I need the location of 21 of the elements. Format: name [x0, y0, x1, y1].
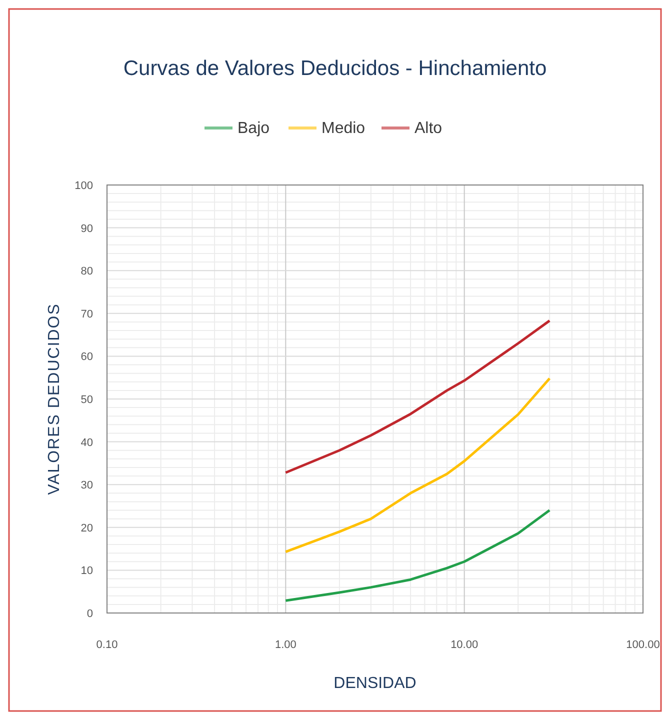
y-tick-label: 70: [80, 308, 93, 320]
x-tick-label: 1.00: [274, 639, 296, 651]
y-tick-label: 80: [80, 266, 93, 278]
legend-label: Medio: [322, 120, 366, 137]
y-tick-label: 20: [80, 522, 93, 534]
x-tick-label: 100.00: [626, 639, 660, 651]
x-axis-title: DENSIDAD: [334, 675, 416, 692]
legend-label: Bajo: [238, 120, 270, 137]
y-tick-label: 100: [74, 180, 93, 192]
legend-label: Alto: [414, 120, 442, 137]
y-tick-label: 50: [80, 394, 93, 406]
y-tick-label: 40: [80, 436, 93, 449]
x-tick-label: 10.00: [450, 639, 478, 651]
y-tick-label: 90: [80, 222, 93, 235]
y-tick-label: 0: [86, 608, 93, 620]
y-axis-title: VALORES DEDUCIDOS: [46, 303, 63, 495]
y-tick-label: 10: [80, 565, 93, 578]
y-tick-label: 60: [80, 351, 93, 364]
chart-title: Curvas de Valores Deducidos - Hinchamiento: [123, 57, 547, 80]
x-tick-label: 0.10: [96, 639, 118, 651]
y-tick-label: 30: [80, 480, 93, 492]
